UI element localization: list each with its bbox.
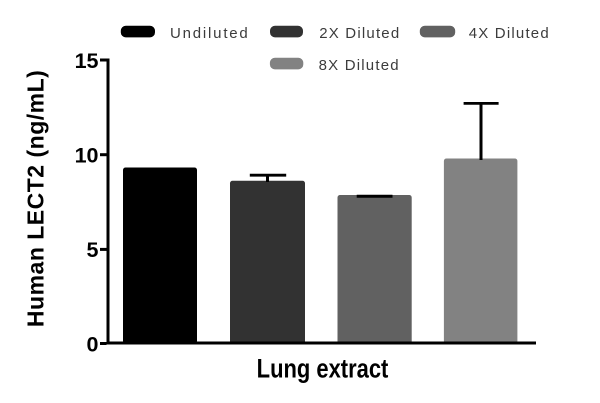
svg-text:0: 0 [87, 332, 99, 356]
svg-text:Undiluted: Undiluted [170, 25, 250, 42]
svg-text:8X Diluted: 8X Diluted [319, 57, 400, 74]
svg-text:4X Diluted: 4X Diluted [469, 25, 550, 42]
svg-text:Human LECT2 (ng/mL): Human LECT2 (ng/mL) [23, 70, 49, 327]
svg-text:2X Diluted: 2X Diluted [319, 25, 400, 42]
svg-text:Lung extract: Lung extract [257, 354, 389, 383]
svg-text:15: 15 [75, 49, 99, 73]
svg-text:10: 10 [75, 144, 99, 168]
svg-text:5: 5 [87, 238, 99, 262]
